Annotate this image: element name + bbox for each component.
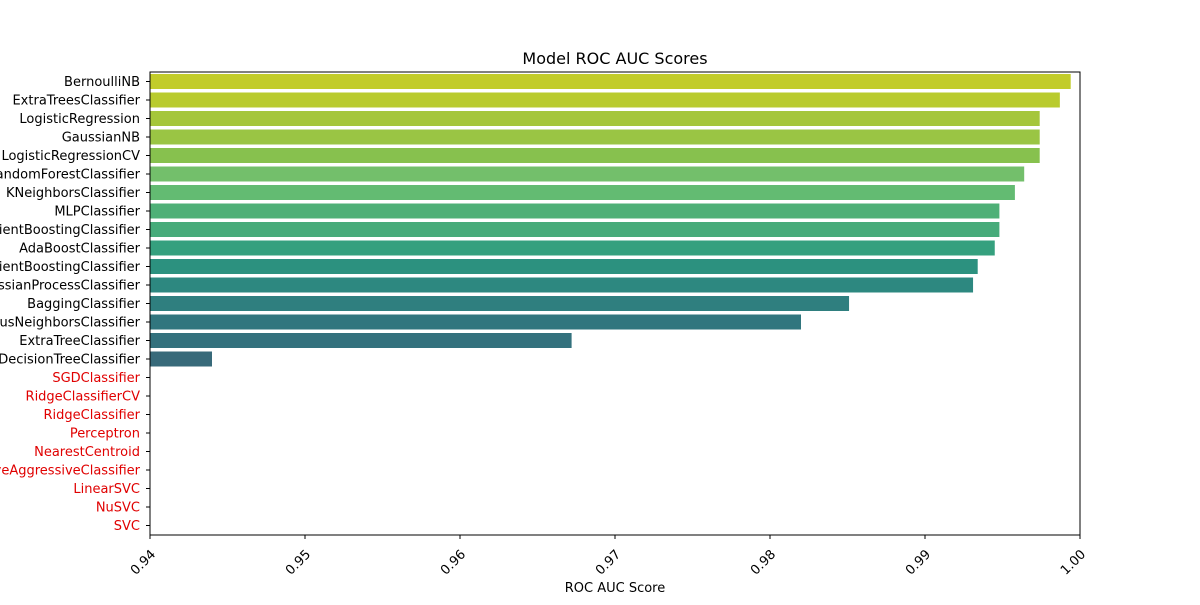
category-label-sgdclassifier: SGDClassifier <box>52 371 140 386</box>
bars-layer <box>150 74 1071 367</box>
x-tick-label: 0.97 <box>593 547 624 578</box>
category-label-gradient-boosting-classifier: GradientBoostingClassifier <box>0 223 141 238</box>
category-label-extra-tree-classifier: ExtraTreeClassifier <box>19 334 140 349</box>
bar-gaussian-nb <box>150 129 1040 145</box>
x-tick-label: 0.95 <box>283 547 314 578</box>
bar-random-forest-classifier <box>150 166 1025 182</box>
category-label-decision-tree-classifier: DecisionTreeClassifier <box>0 353 141 368</box>
bar-gradient-boosting-classifier <box>150 222 1000 237</box>
category-labels-layer: BernoulliNB ExtraTreesClassifier LogisticR… <box>0 75 150 534</box>
bar-extra-tree-classifier <box>150 333 572 348</box>
x-axis-label: ROC AUC Score <box>565 581 666 596</box>
x-tick-label: 1.00 <box>1058 547 1089 578</box>
bar-decision-tree-classifier <box>150 351 212 367</box>
category-label-passive-aggressive-classifier: PassiveAggressiveClassifier <box>0 464 141 479</box>
bar-extra-trees-classifier <box>150 92 1060 108</box>
category-label-nearest-centroid: NearestCentroid <box>34 445 140 460</box>
category-label-ridge-classifier: RidgeClassifier <box>44 408 141 423</box>
bar-ada-boost-classifier <box>150 240 995 256</box>
category-label-ada-boost-classifier: AdaBoostClassifier <box>19 242 141 257</box>
bar-logistic-regression <box>150 111 1040 126</box>
bar-radius-neighbors-classifier <box>150 314 801 330</box>
category-label-bagging-classifier: BaggingClassifier <box>27 297 140 312</box>
category-label-bernoulli-nb: BernoulliNB <box>64 75 140 90</box>
bar-mlpclassifier <box>150 203 1000 219</box>
category-label-logistic-regression: LogisticRegression <box>19 112 140 127</box>
bar-bernoulli-nb <box>150 74 1071 89</box>
bar-hist-gradient-boosting-classifier <box>150 259 978 274</box>
bar-kneighbors-classifier <box>150 185 1015 200</box>
category-label-svc: SVC <box>114 519 140 534</box>
category-label-ridge-classifier-cv: RidgeClassifierCV <box>26 390 141 405</box>
category-label-hist-gradient-boosting-classifier: HistGradientBoostingClassifier <box>0 260 141 275</box>
category-label-gaussian-process-classifier: GaussianProcessClassifier <box>0 279 141 294</box>
chart-title: Model ROC AUC Scores <box>522 49 707 68</box>
x-tick-label: 0.98 <box>748 547 779 578</box>
x-tick-label: 0.96 <box>438 547 469 578</box>
bar-bagging-classifier <box>150 296 850 311</box>
bar-logistic-regression-cv <box>150 148 1040 163</box>
category-label-mlpclassifier: MLPClassifier <box>54 205 140 220</box>
category-label-extra-trees-classifier: ExtraTreesClassifier <box>12 94 140 109</box>
bar-gaussian-process-classifier <box>150 277 974 293</box>
category-label-nu-svc: NuSVC <box>96 501 140 516</box>
category-label-kneighbors-classifier: KNeighborsClassifier <box>6 186 141 201</box>
category-label-random-forest-classifier: RandomForestClassifier <box>0 168 141 183</box>
category-label-radius-neighbors-classifier: RadiusNeighborsClassifier <box>0 316 141 331</box>
category-label-perceptron: Perceptron <box>70 427 140 442</box>
category-label-logistic-regression-cv: LogisticRegressionCV <box>1 149 140 164</box>
x-ticks-layer: 0.94 0.95 0.96 0.97 0.98 0.99 1.00 <box>128 535 1089 578</box>
category-label-linear-svc: LinearSVC <box>73 482 140 497</box>
category-label-gaussian-nb: GaussianNB <box>62 131 140 146</box>
x-tick-label: 0.94 <box>128 547 159 578</box>
x-tick-label: 0.99 <box>903 547 934 578</box>
